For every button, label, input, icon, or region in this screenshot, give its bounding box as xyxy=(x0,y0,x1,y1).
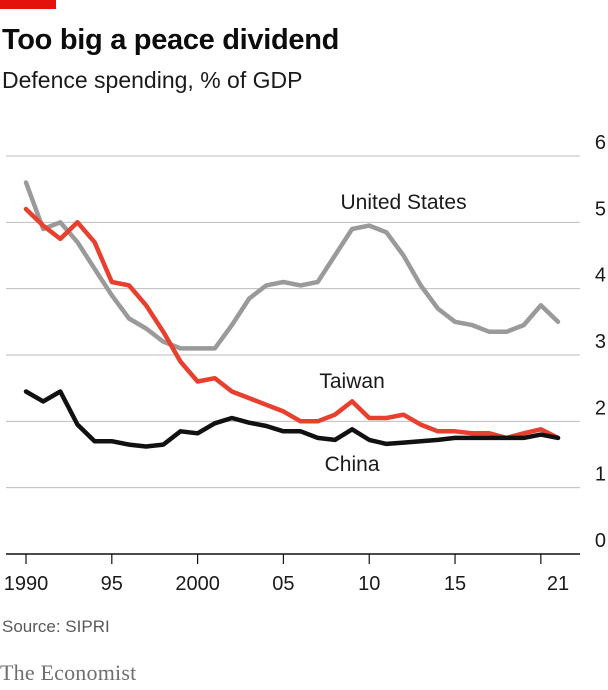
x-tick-label-2005: 05 xyxy=(272,573,294,595)
series-label-united-states: United States xyxy=(341,191,467,214)
series-label-taiwan: Taiwan xyxy=(319,370,384,393)
y-tick-label-1: 1 xyxy=(595,464,606,486)
y-tick-label-6: 6 xyxy=(595,132,606,154)
chart-title: Too big a peace dividend xyxy=(2,24,340,56)
gridlines xyxy=(6,155,580,489)
x-tick-label-2015: 15 xyxy=(444,573,466,595)
series-lines xyxy=(23,180,561,449)
x-tick-label-1995: 95 xyxy=(101,573,123,595)
economist-logo: The Economist xyxy=(0,660,137,685)
x-axis: 1990 95 2000 05 10 15 21 xyxy=(4,553,580,595)
brand-accent-bar xyxy=(0,0,56,9)
y-tick-label-3: 3 xyxy=(595,331,606,353)
y-tick-label-5: 5 xyxy=(595,198,606,220)
chart-subtitle: Defence spending, % of GDP xyxy=(2,67,303,93)
series-label-china: China xyxy=(325,453,380,476)
series-line-taiwan xyxy=(23,206,561,441)
series-line-china xyxy=(23,389,561,449)
x-tick-label-2000: 2000 xyxy=(175,573,220,595)
y-tick-label-4: 4 xyxy=(595,265,606,287)
series-labels: United States Taiwan China xyxy=(319,191,466,476)
series-line-united-states xyxy=(23,180,561,351)
y-tick-label-2: 2 xyxy=(595,397,606,419)
x-tick-label-2020: 21 xyxy=(547,573,569,595)
source-note: Source: SIPRI xyxy=(2,617,110,636)
x-tick-label-1990: 1990 xyxy=(4,573,49,595)
x-tick-label-2010: 10 xyxy=(358,573,380,595)
y-tick-labels: 0 1 2 3 4 5 6 xyxy=(595,132,606,552)
y-tick-label-0: 0 xyxy=(595,530,606,552)
